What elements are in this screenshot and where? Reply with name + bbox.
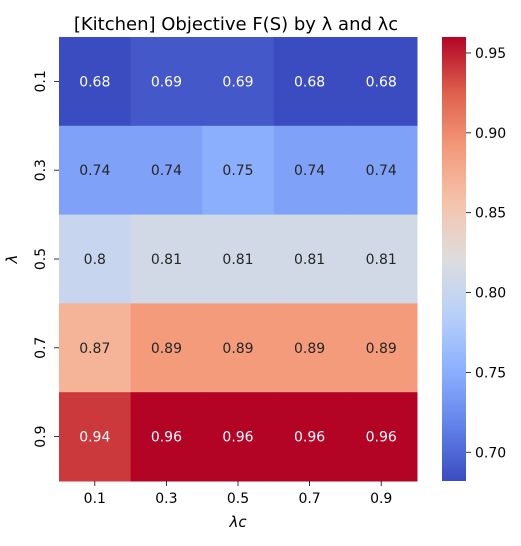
heatmap-cell-r4-c0 <box>59 392 132 482</box>
cell-label-r0-c3: 0.68 <box>294 74 325 90</box>
heatmap-cell-r4-c1 <box>130 392 203 482</box>
x-tick-label: 0.7 <box>298 491 320 507</box>
heatmap-cell-r4-c2 <box>202 392 275 482</box>
heatmap-cell-r1-c3 <box>273 125 346 216</box>
colorbar-tick-label: 0.70 <box>475 445 506 461</box>
heatmap-cell-r2-c2 <box>202 214 275 304</box>
cell-label-r1-c1: 0.74 <box>151 163 182 179</box>
y-tick-label: 0.7 <box>33 337 49 359</box>
cell-label-r4-c0: 0.94 <box>79 430 110 446</box>
heatmap-cell-r0-c2 <box>202 37 275 127</box>
heatmap-cell-r0-c3 <box>273 37 346 127</box>
heatmap-cell-r3-c1 <box>130 303 203 393</box>
cell-label-r0-c1: 0.69 <box>151 74 182 90</box>
y-tick-label: 0.5 <box>33 248 49 270</box>
x-axis-label: λᴄ <box>228 513 247 531</box>
cell-label-r2-c3: 0.81 <box>294 252 325 268</box>
cell-label-r3-c1: 0.89 <box>151 341 182 357</box>
heatmap-cell-r1-c1 <box>130 125 203 216</box>
cell-label-r2-c1: 0.81 <box>151 252 182 268</box>
cell-label-r3-c0: 0.87 <box>79 341 110 357</box>
x-tick-label: 0.1 <box>84 491 106 507</box>
cell-labels: 0.68 0.69 0.69 0.68 0.68 0.74 0.74 0.75 0.74 0.74… <box>79 74 397 445</box>
cell-label-r2-c0: 0.8 <box>84 252 106 268</box>
cell-label-r0-c0: 0.68 <box>79 74 110 90</box>
x-tick-label: 0.3 <box>155 491 177 507</box>
cell-label-r4-c2: 0.96 <box>222 430 253 446</box>
cell-label-r1-c4: 0.74 <box>366 163 397 179</box>
colorbar <box>442 37 466 481</box>
y-tick-label: 0.3 <box>33 159 49 181</box>
chart-title: [Kitchen] Objective F(S) by λ and λᴄ <box>74 14 398 35</box>
heatmap-cell-r1-c4 <box>345 125 418 216</box>
y-axis-label: λ <box>3 255 21 265</box>
colorbar-tick-label: 0.90 <box>475 126 506 142</box>
heatmap-cell-r3-c3 <box>273 303 346 393</box>
cell-label-r4-c4: 0.96 <box>366 430 397 446</box>
heatmap-cell-r1-c2 <box>202 125 275 216</box>
heatmap-cell-r3-c0 <box>59 303 132 393</box>
cell-label-r3-c3: 0.89 <box>294 341 325 357</box>
cell-label-r3-c2: 0.89 <box>222 341 253 357</box>
y-axis-ticks: 0.1 0.3 0.5 0.7 0.9 <box>33 70 59 448</box>
cell-label-r0-c4: 0.68 <box>366 74 397 90</box>
cell-label-r1-c2: 0.75 <box>222 163 253 179</box>
colorbar-ticks: 0.70 0.75 0.80 0.85 0.90 0.95 <box>466 46 506 461</box>
colorbar-tick-label: 0.85 <box>475 206 506 222</box>
x-tick-label: 0.9 <box>370 491 392 507</box>
cell-label-r1-c3: 0.74 <box>294 163 325 179</box>
heatmap-cell-r3-c2 <box>202 303 275 393</box>
cell-label-r4-c1: 0.96 <box>151 430 182 446</box>
colorbar-tick-label: 0.95 <box>475 46 506 62</box>
heatmap-cell-r4-c4 <box>345 392 418 482</box>
heatmap-cell-r3-c4 <box>345 303 418 393</box>
y-tick-label: 0.1 <box>33 70 49 92</box>
heatmap-cell-r0-c0 <box>59 37 132 127</box>
heatmap-cell-r2-c4 <box>345 214 418 304</box>
heatmap-cell-r1-c0 <box>59 125 132 216</box>
heatmap-cell-r2-c0 <box>59 214 132 304</box>
colorbar-tick-label: 0.80 <box>475 286 506 302</box>
x-tick-label: 0.5 <box>227 491 249 507</box>
cell-label-r0-c2: 0.69 <box>222 74 253 90</box>
cell-label-r2-c4: 0.81 <box>366 252 397 268</box>
cell-label-r3-c4: 0.89 <box>366 341 397 357</box>
cell-label-r2-c2: 0.81 <box>222 252 253 268</box>
y-tick-label: 0.9 <box>33 425 49 447</box>
heatmap-cell-r0-c1 <box>130 37 203 127</box>
colorbar-tick-label: 0.75 <box>475 365 506 381</box>
x-axis-ticks: 0.1 0.3 0.5 0.7 0.9 <box>84 481 392 507</box>
heatmap-cell-r0-c4 <box>345 37 418 127</box>
heatmap-cell-r2-c1 <box>130 214 203 304</box>
heatmap-cell-r4-c3 <box>273 392 346 482</box>
heatmap-cell-r2-c3 <box>273 214 346 304</box>
heatmap-cells <box>59 37 418 482</box>
cell-label-r1-c0: 0.74 <box>79 163 110 179</box>
cell-label-r4-c3: 0.96 <box>294 430 325 446</box>
